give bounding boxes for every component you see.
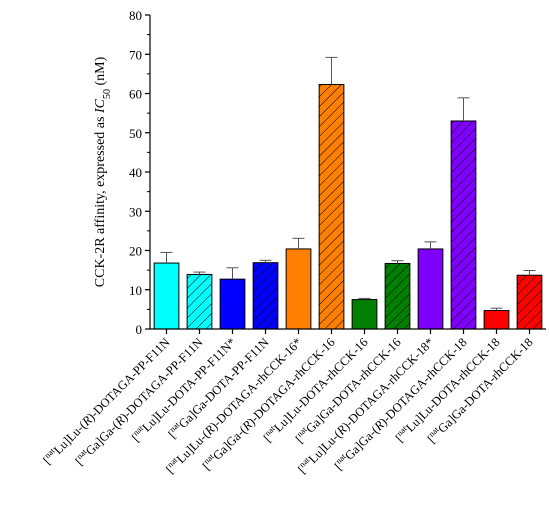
y-tick-label: 30: [129, 204, 142, 219]
x-tick-labels: [natLu]Lu-(R)-DOTAGA-PP-F11N[natGa]Ga-(R…: [39, 334, 536, 476]
bar: [252, 262, 279, 330]
y-axis-title: CCK-2R affinity, expressed as IC50 (nM): [93, 56, 113, 287]
error-bars: [160, 56, 536, 311]
y-tick-label: 10: [129, 283, 142, 298]
y-tick-label: 20: [129, 244, 142, 259]
bar: [384, 262, 411, 330]
y-ticks: 0 10 20 30 40 50 60 70 80: [129, 8, 150, 337]
x-ticks: [165, 329, 531, 334]
bar: [153, 262, 180, 330]
y-tick-label: 70: [129, 47, 142, 62]
bar: [318, 83, 345, 330]
y-tick-label: 80: [129, 8, 142, 23]
bars: [153, 83, 543, 330]
bar: [450, 120, 477, 330]
bar: [285, 248, 312, 330]
bar: [351, 299, 378, 330]
x-tick-label: [natLu]Lu-(R)-DOTAGA-PP-F11N: [39, 334, 173, 468]
bar: [516, 274, 543, 330]
bar: [219, 278, 246, 330]
bar: [417, 248, 444, 330]
y-tick-label: 50: [129, 126, 142, 141]
y-tick-label: 0: [136, 322, 143, 337]
bar: [186, 273, 213, 330]
bar: [483, 310, 510, 330]
y-tick-label: 40: [129, 165, 142, 180]
y-tick-label: 60: [129, 87, 142, 102]
